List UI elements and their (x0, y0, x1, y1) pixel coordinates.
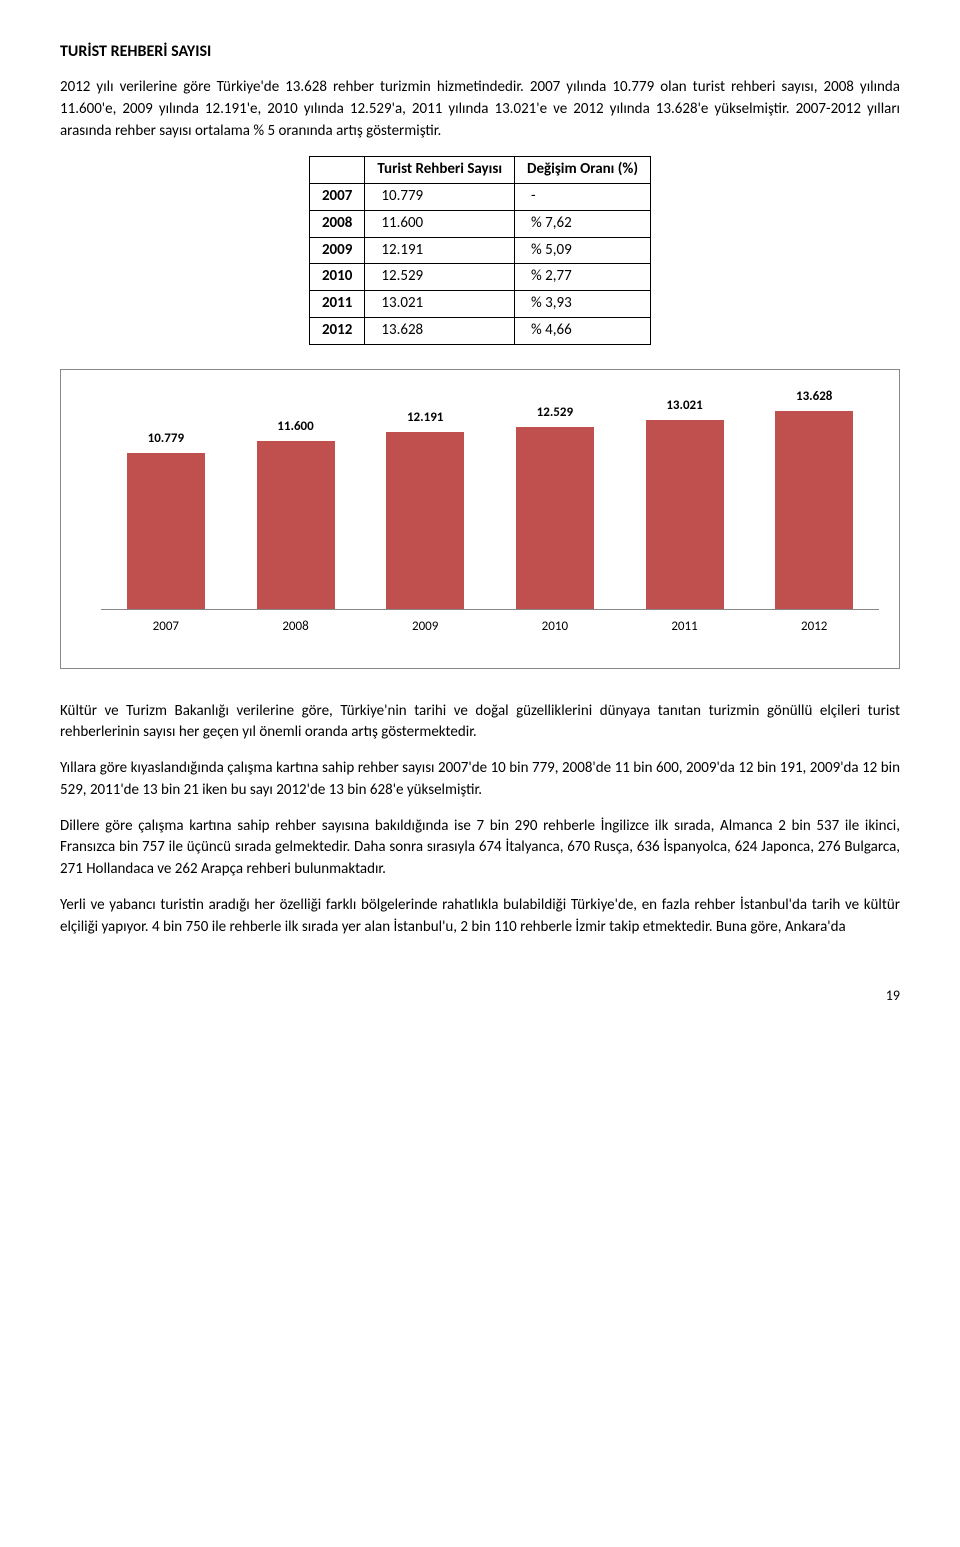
cell-year: 2009 (309, 237, 364, 264)
cell-year: 2010 (309, 264, 364, 291)
cell-change: % 7,62 (515, 210, 651, 237)
x-axis-label: 2011 (620, 618, 750, 637)
x-axis-label: 2008 (231, 618, 361, 637)
bar-value-label: 13.628 (749, 388, 879, 407)
cell-change: - (515, 184, 651, 211)
table-row: 201012.529% 2,77 (309, 264, 650, 291)
body-paragraph-3: Dillere göre çalışma kartına sahip rehbe… (60, 816, 900, 881)
table-row: 201213.628% 4,66 (309, 317, 650, 344)
cell-change: % 3,93 (515, 291, 651, 318)
bar-column: 12.191 (360, 432, 490, 609)
x-axis-label: 2007 (101, 618, 231, 637)
bar-value-label: 12.191 (360, 409, 490, 428)
bar (257, 441, 335, 609)
x-axis-label: 2009 (360, 618, 490, 637)
bar (775, 411, 853, 608)
cell-change: % 4,66 (515, 317, 651, 344)
guide-count-table: Turist Rehberi Sayısı Değişim Oranı (%) … (309, 156, 651, 344)
cell-change: % 5,09 (515, 237, 651, 264)
table-row: 201113.021% 3,93 (309, 291, 650, 318)
table-row: 200811.600% 7,62 (309, 210, 650, 237)
body-paragraph-4: Yerli ve yabancı turistin aradığı her öz… (60, 895, 900, 939)
body-paragraph-2: Yıllara göre kıyaslandığında çalışma kar… (60, 758, 900, 802)
bar-column: 11.600 (231, 441, 361, 609)
page-number: 19 (60, 986, 900, 1006)
bar-value-label: 12.529 (490, 404, 620, 423)
table-header-empty (309, 157, 364, 184)
cell-count: 12.191 (365, 237, 515, 264)
cell-count: 10.779 (365, 184, 515, 211)
table-header-count: Turist Rehberi Sayısı (365, 157, 515, 184)
cell-year: 2012 (309, 317, 364, 344)
cell-change: % 2,77 (515, 264, 651, 291)
table-row: 200710.779- (309, 184, 650, 211)
bar (127, 453, 205, 609)
page-title: TURİST REHBERİ SAYISI (60, 40, 900, 63)
cell-count: 13.628 (365, 317, 515, 344)
bar-chart: 10.77911.60012.19112.52913.02113.628 200… (60, 369, 900, 669)
cell-year: 2011 (309, 291, 364, 318)
intro-paragraph: 2012 yılı verilerine göre Türkiye'de 13.… (60, 77, 900, 142)
table-header-change: Değişim Oranı (%) (515, 157, 651, 184)
bar (646, 420, 724, 609)
x-axis-label: 2012 (749, 618, 879, 637)
bar (516, 427, 594, 608)
bar-column: 12.529 (490, 427, 620, 608)
bar-column: 10.779 (101, 453, 231, 609)
cell-count: 12.529 (365, 264, 515, 291)
body-paragraph-1: Kültür ve Turizm Bakanlığı verilerine gö… (60, 701, 900, 745)
table-row: 200912.191% 5,09 (309, 237, 650, 264)
cell-year: 2008 (309, 210, 364, 237)
cell-year: 2007 (309, 184, 364, 211)
x-axis-label: 2010 (490, 618, 620, 637)
bar-column: 13.628 (749, 411, 879, 608)
bar-value-label: 10.779 (101, 430, 231, 449)
cell-count: 11.600 (365, 210, 515, 237)
bar-value-label: 13.021 (620, 397, 750, 416)
bar-column: 13.021 (620, 420, 750, 609)
cell-count: 13.021 (365, 291, 515, 318)
bar (386, 432, 464, 609)
bar-value-label: 11.600 (231, 418, 361, 437)
